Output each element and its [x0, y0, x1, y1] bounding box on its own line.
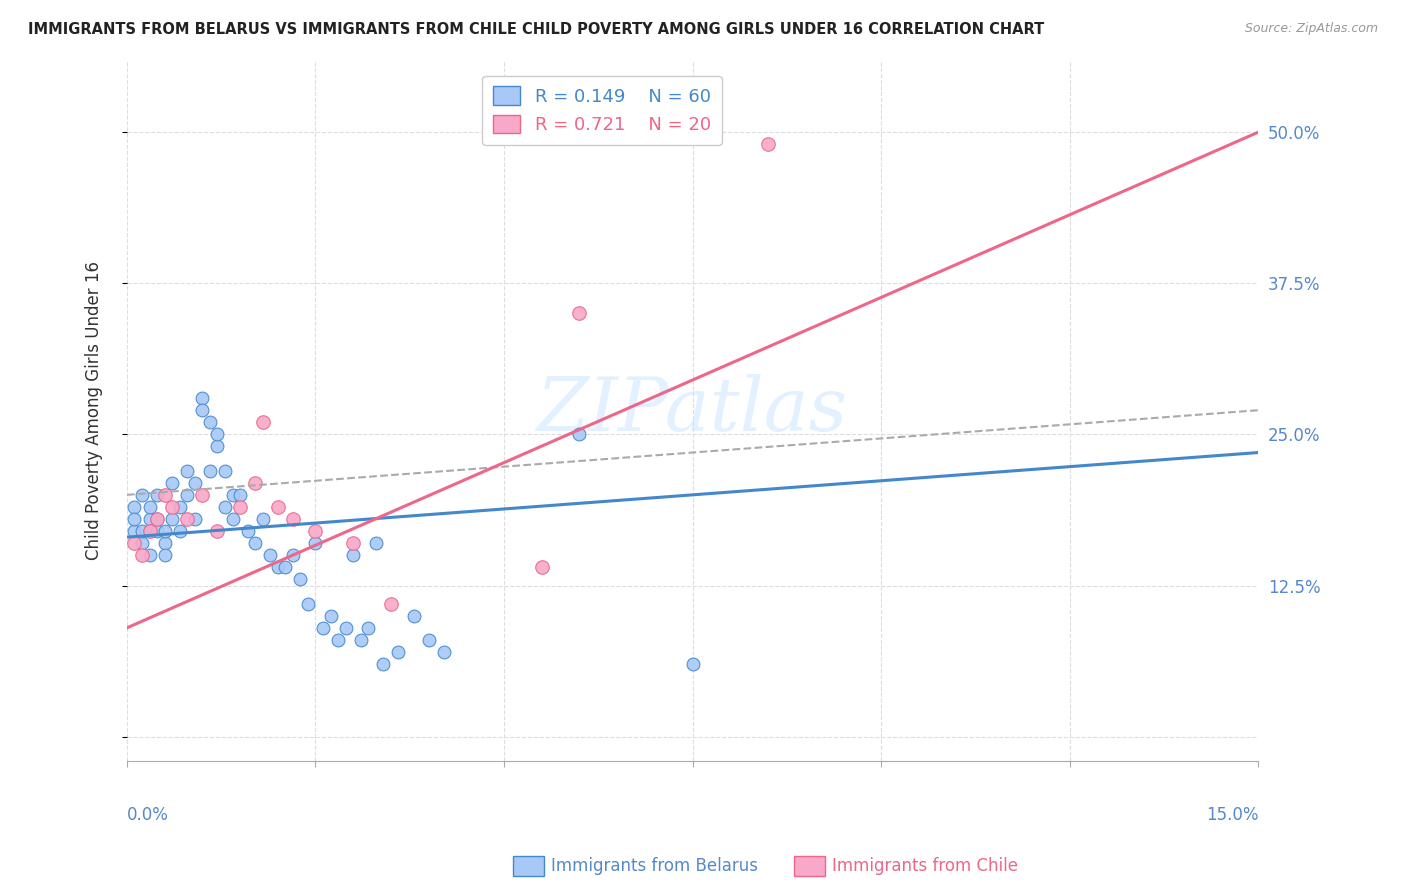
Legend: R = 0.149    N = 60, R = 0.721    N = 20: R = 0.149 N = 60, R = 0.721 N = 20	[482, 76, 721, 145]
Point	[252, 415, 274, 429]
Point	[146, 524, 169, 538]
Text: Immigrants from Chile: Immigrants from Chile	[832, 857, 1018, 875]
Point	[214, 500, 236, 514]
Point	[138, 524, 160, 538]
Point	[138, 524, 160, 538]
Point	[682, 657, 704, 672]
Point	[568, 306, 591, 320]
Point	[297, 597, 319, 611]
Point	[267, 500, 290, 514]
Text: IMMIGRANTS FROM BELARUS VS IMMIGRANTS FROM CHILE CHILD POVERTY AMONG GIRLS UNDER: IMMIGRANTS FROM BELARUS VS IMMIGRANTS FR…	[28, 22, 1045, 37]
Point	[290, 573, 312, 587]
Point	[281, 549, 304, 563]
Point	[350, 632, 373, 647]
Point	[124, 524, 146, 538]
Point	[138, 549, 160, 563]
Point	[169, 500, 191, 514]
Point	[312, 621, 335, 635]
Point	[433, 645, 456, 659]
Point	[252, 512, 274, 526]
Point	[380, 597, 402, 611]
Point	[402, 608, 425, 623]
Point	[568, 427, 591, 442]
Point	[221, 512, 243, 526]
Point	[304, 524, 326, 538]
Text: Immigrants from Belarus: Immigrants from Belarus	[551, 857, 758, 875]
Point	[373, 657, 395, 672]
Text: 0.0%: 0.0%	[127, 806, 169, 824]
Point	[326, 632, 349, 647]
Point	[131, 536, 153, 550]
Point	[357, 621, 380, 635]
Point	[530, 560, 553, 574]
Point	[243, 536, 266, 550]
Point	[184, 475, 207, 490]
Point	[138, 500, 160, 514]
Point	[160, 500, 183, 514]
Point	[259, 549, 281, 563]
Point	[169, 524, 191, 538]
Point	[335, 621, 357, 635]
Point	[387, 645, 409, 659]
Text: ZIPatlas: ZIPatlas	[537, 374, 848, 447]
Point	[153, 549, 176, 563]
Point	[756, 137, 779, 152]
Point	[138, 512, 160, 526]
Point	[131, 524, 153, 538]
Point	[342, 536, 364, 550]
Point	[146, 488, 169, 502]
Point	[176, 464, 198, 478]
Point	[131, 488, 153, 502]
Point	[243, 475, 266, 490]
Point	[176, 512, 198, 526]
Point	[160, 512, 183, 526]
Point	[221, 488, 243, 502]
Point	[214, 464, 236, 478]
Point	[418, 632, 440, 647]
Point	[176, 488, 198, 502]
Point	[153, 536, 176, 550]
Y-axis label: Child Poverty Among Girls Under 16: Child Poverty Among Girls Under 16	[86, 260, 103, 559]
Point	[153, 524, 176, 538]
Point	[146, 512, 169, 526]
Point	[364, 536, 387, 550]
Point	[342, 549, 364, 563]
Text: Source: ZipAtlas.com: Source: ZipAtlas.com	[1244, 22, 1378, 36]
Point	[124, 536, 146, 550]
Point	[207, 440, 229, 454]
Point	[304, 536, 326, 550]
Point	[146, 512, 169, 526]
Point	[267, 560, 290, 574]
Point	[124, 512, 146, 526]
Point	[191, 391, 214, 405]
Text: 15.0%: 15.0%	[1206, 806, 1258, 824]
Point	[124, 500, 146, 514]
Point	[184, 512, 207, 526]
Point	[153, 488, 176, 502]
Point	[160, 475, 183, 490]
Point	[274, 560, 297, 574]
Point	[198, 464, 221, 478]
Point	[191, 403, 214, 417]
Point	[131, 549, 153, 563]
Point	[236, 524, 259, 538]
Point	[198, 415, 221, 429]
Point	[191, 488, 214, 502]
Point	[281, 512, 304, 526]
Point	[207, 427, 229, 442]
Point	[229, 488, 252, 502]
Point	[207, 524, 229, 538]
Point	[319, 608, 342, 623]
Point	[229, 500, 252, 514]
